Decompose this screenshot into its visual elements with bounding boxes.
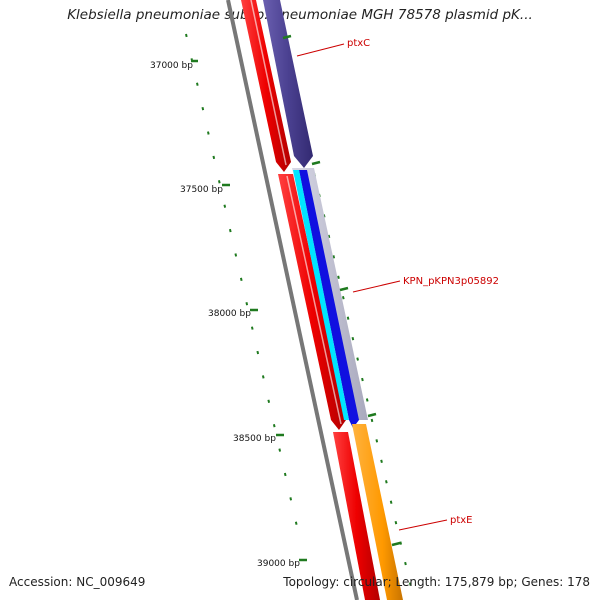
tick-marks: [191, 34, 401, 562]
tick-label: 38000 bp: [208, 309, 251, 319]
gene-KPN_pKPN3p05892[interactable]: [299, 170, 359, 428]
gc-dots-outer: [275, 9, 415, 600]
tick-label: 38500 bp: [233, 434, 276, 444]
gene-label-ptxE[interactable]: ptxE: [450, 515, 473, 526]
tick-labels: 37000 bp 37500 bp 38000 bp 38500 bp 3900…: [150, 61, 300, 569]
minus-gene-segment[interactable]: [333, 432, 380, 600]
gene-labels: ptxC KPN_pKPN3p05892 ptxE: [347, 38, 499, 526]
gene-label-lines: [296, 43, 448, 531]
plus-strand-track: [263, 0, 403, 600]
tick-label: 37500 bp: [180, 185, 223, 195]
tick-label: 39000 bp: [257, 559, 300, 569]
gene-ptxC[interactable]: [263, 0, 313, 168]
overlay-track-cyan[interactable]: [293, 170, 349, 420]
gene-ptxE[interactable]: [352, 424, 403, 600]
map-title: Klebsiella pneumoniae subsp. pneumoniae …: [67, 7, 533, 23]
gene-label-KPN_pKPN3p05892[interactable]: KPN_pKPN3p05892: [403, 276, 499, 287]
backbone-line: [226, 0, 359, 600]
minus-strand-track: [241, 0, 380, 600]
gc-dots-inner: [185, 33, 301, 541]
gene-label-ptxC[interactable]: ptxC: [347, 38, 370, 49]
summary-text: Topology: circular; Length: 175,879 bp; …: [283, 575, 590, 589]
accession-text: Accession: NC_009649: [9, 575, 146, 589]
tick-label: 37000 bp: [150, 61, 193, 71]
